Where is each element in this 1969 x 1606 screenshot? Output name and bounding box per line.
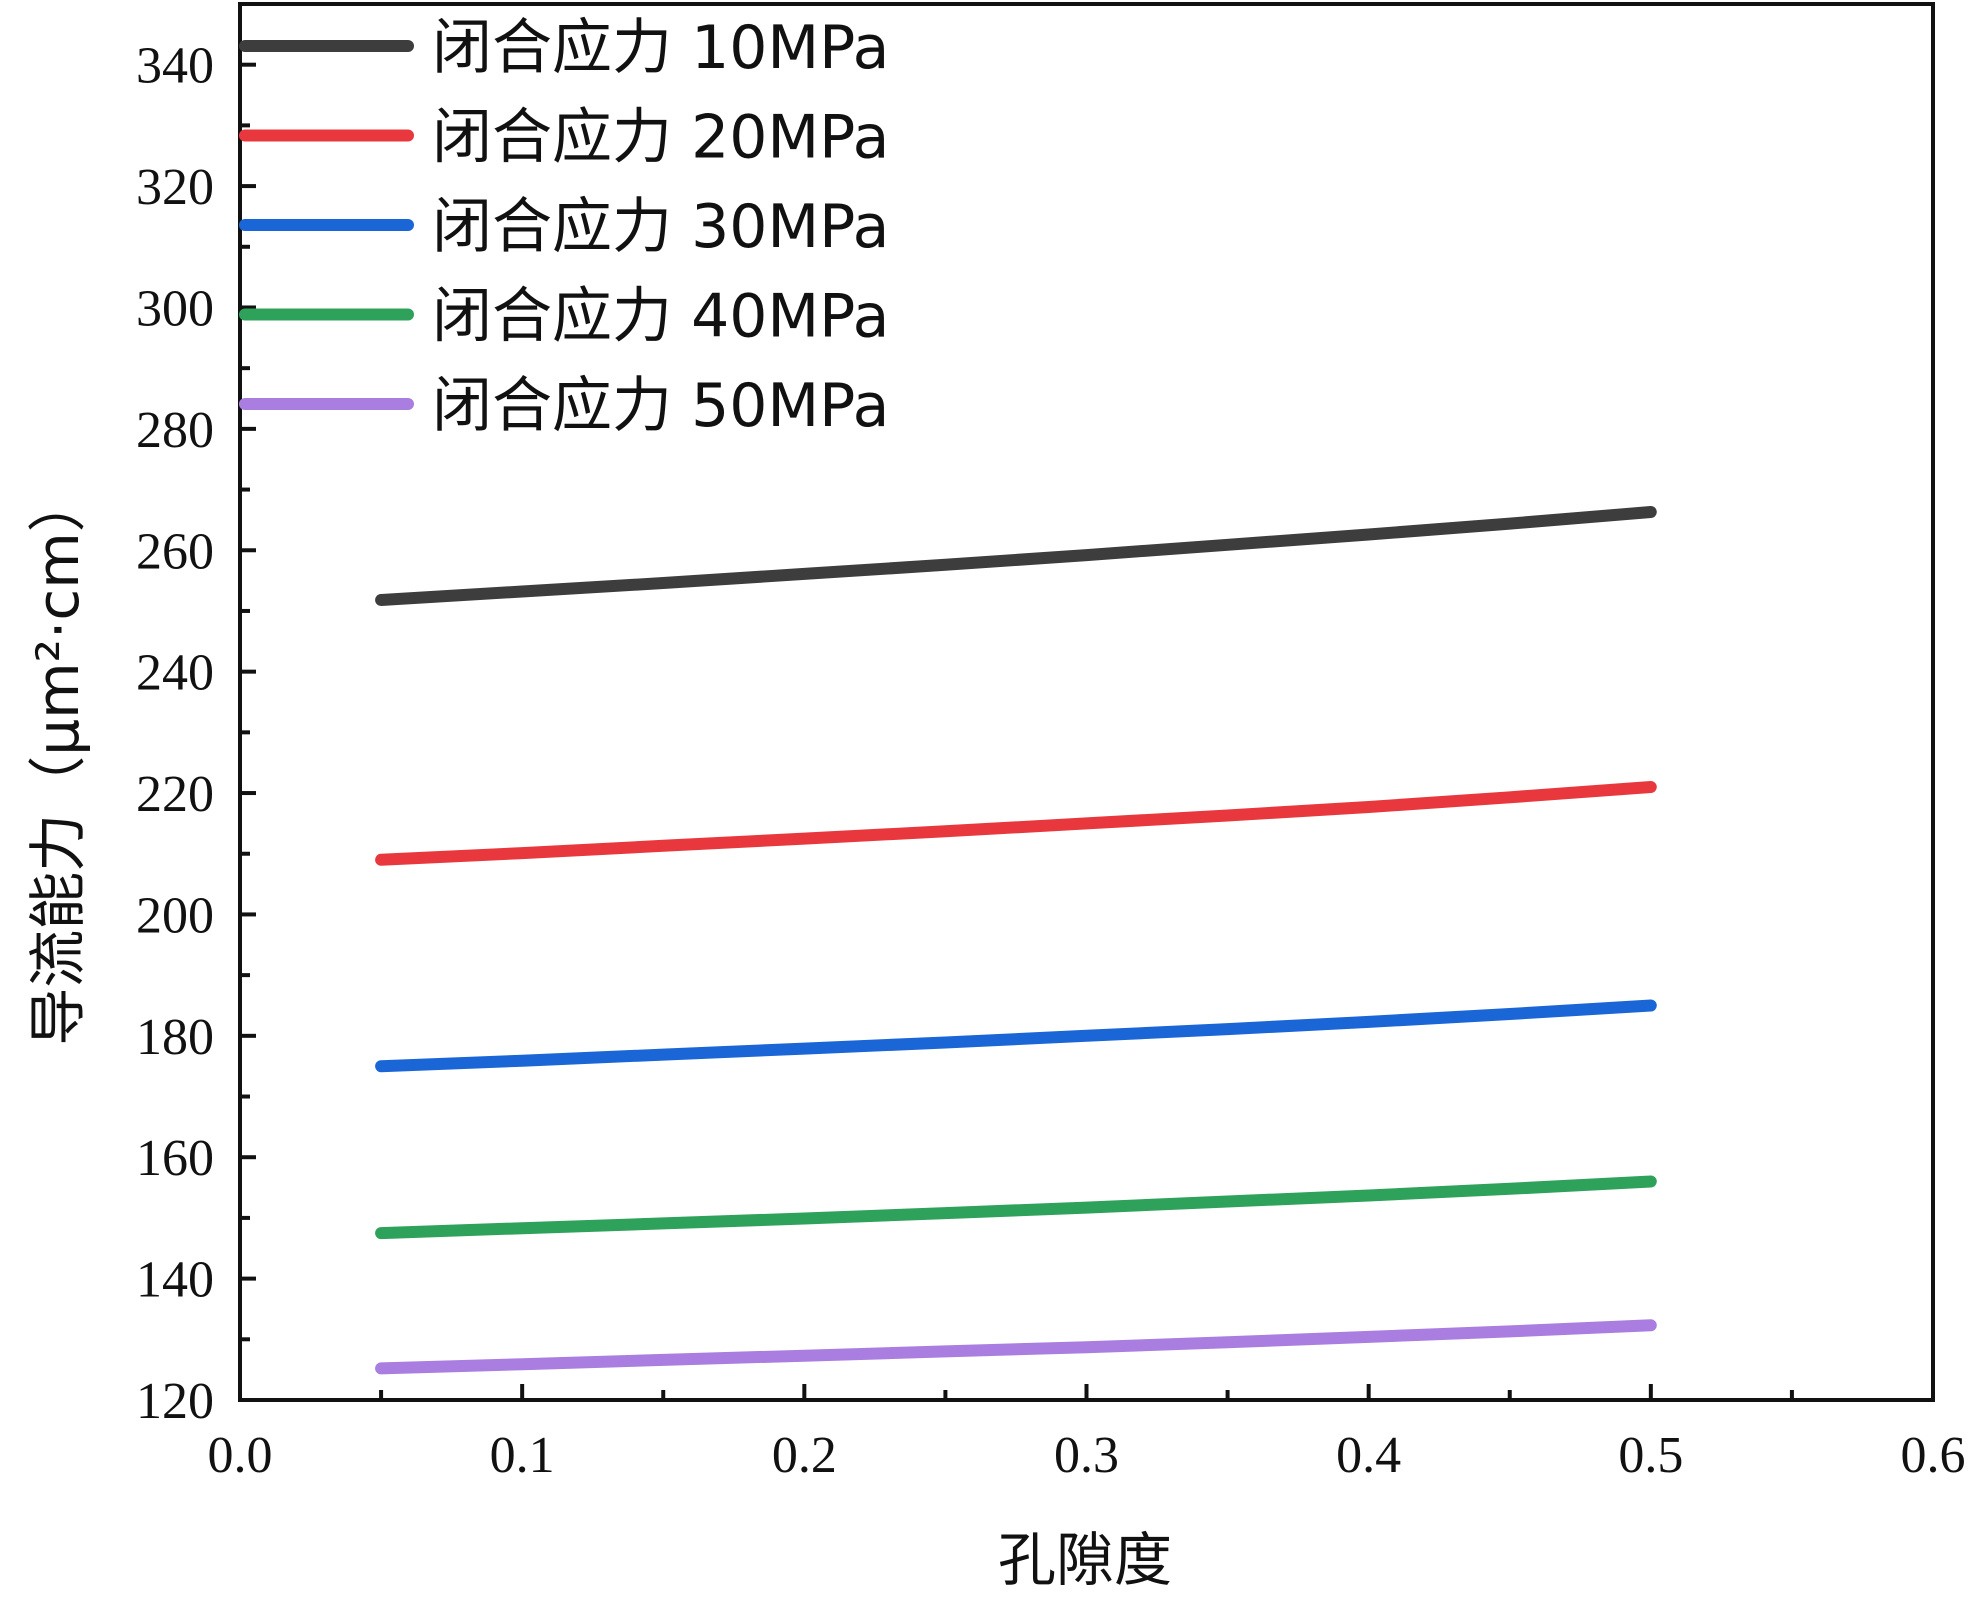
y-tick-label: 180	[136, 1009, 214, 1066]
y-tick-label: 340	[136, 38, 214, 95]
y-tick-label: 320	[136, 159, 214, 216]
legend-label: 闭合应力 10MPa	[432, 13, 889, 83]
y-axis: 120 140 160 180 200 220 240 260 280 300 320 340	[136, 2, 256, 1430]
y-tick-label: 300	[136, 280, 214, 337]
legend-label: 闭合应力 40MPa	[432, 282, 889, 352]
legend-label: 闭合应力 30MPa	[432, 192, 889, 262]
legend-label: 闭合应力 50MPa	[432, 371, 889, 441]
legend: 闭合应力 10MPa 闭合应力 20MPa 闭合应力 30MPa 闭合应力 40MPa…	[239, 13, 889, 441]
series-lines	[375, 506, 1657, 1375]
y-tick-label: 200	[136, 887, 214, 944]
series-line	[375, 999, 1657, 1073]
x-tick-label: 0.3	[1054, 1427, 1119, 1484]
x-tick-label: 0.5	[1618, 1427, 1683, 1484]
x-tick-label: 0.0	[208, 1427, 273, 1484]
legend-label: 闭合应力 20MPa	[432, 103, 889, 173]
x-tick-label: 0.6	[1901, 1427, 1966, 1484]
y-tick-label: 220	[136, 766, 214, 823]
x-axis-title: 孔隙度	[998, 1526, 1172, 1594]
y-tick-label: 140	[136, 1252, 214, 1309]
y-tick-label: 160	[136, 1130, 214, 1187]
x-axis: 0.0 0.1 0.2 0.3 0.4 0.5 0.6	[208, 1384, 1966, 1484]
y-tick-label: 260	[136, 523, 214, 580]
y-tick-label: 120	[136, 1373, 214, 1430]
series-line	[375, 506, 1657, 606]
series-line	[375, 1175, 1657, 1240]
y-tick-label: 240	[136, 645, 214, 702]
series-line	[375, 1319, 1657, 1375]
x-tick-label: 0.2	[772, 1427, 837, 1484]
series-line	[375, 781, 1657, 866]
y-axis-title: 导流能力（μm²·cm）	[24, 474, 92, 1045]
y-tick-label: 280	[136, 402, 214, 459]
x-tick-label: 0.1	[490, 1427, 555, 1484]
x-tick-label: 0.4	[1336, 1427, 1401, 1484]
